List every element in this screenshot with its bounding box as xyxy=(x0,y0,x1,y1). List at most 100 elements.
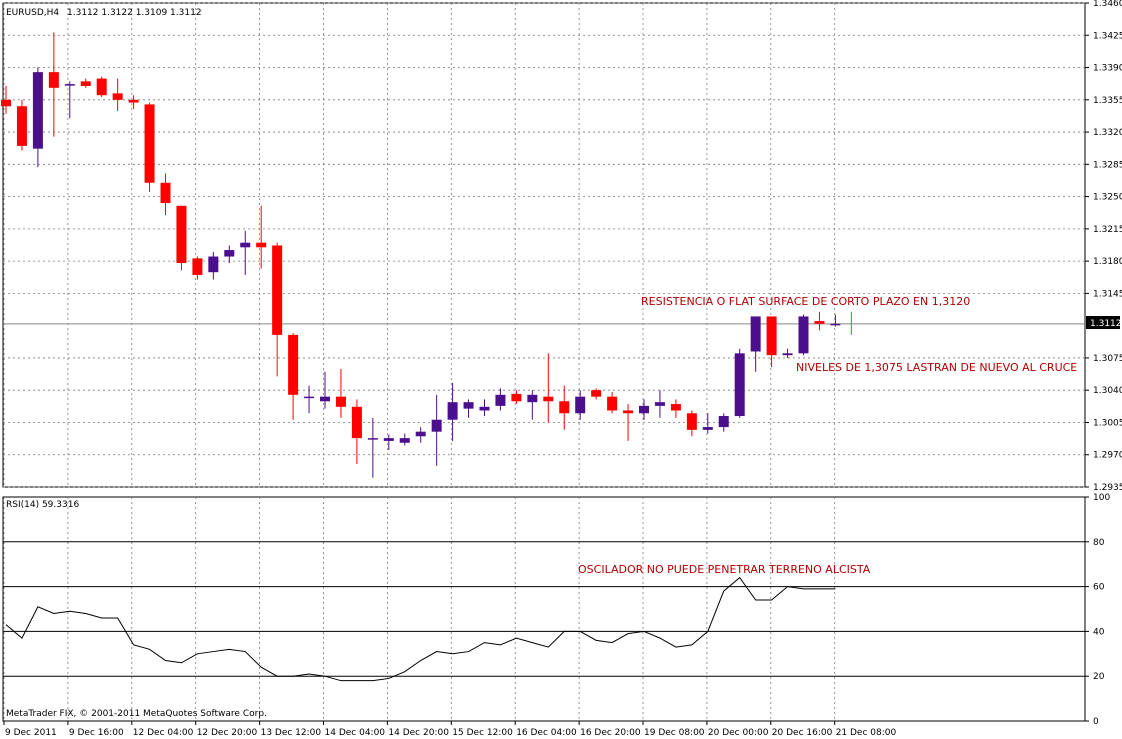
price-candles xyxy=(1,32,1085,478)
price-tick-label: 1.3425 xyxy=(1093,31,1122,41)
current-price-label: 1.3112 xyxy=(1090,319,1122,329)
rsi-header: RSI(14) 59.3316 xyxy=(6,500,79,510)
candle xyxy=(766,316,777,368)
candle xyxy=(479,399,490,417)
candle xyxy=(575,390,586,420)
price-tick-label: 1.3075 xyxy=(1093,354,1122,364)
candle-body xyxy=(463,402,474,409)
candle xyxy=(160,173,171,216)
time-tick-label: 9 Dec 2011 xyxy=(5,728,57,738)
candle-body xyxy=(351,406,362,439)
candle-body xyxy=(335,396,346,407)
candle-body xyxy=(607,396,618,411)
candle xyxy=(256,205,267,269)
candle xyxy=(814,311,825,331)
candle xyxy=(304,385,315,414)
candle-body xyxy=(527,394,538,403)
rsi-tick-label: 0 xyxy=(1093,717,1099,727)
candle-body xyxy=(208,256,219,273)
candle-body xyxy=(128,99,139,103)
candle-body xyxy=(240,242,251,248)
candle xyxy=(320,371,330,409)
candle-body xyxy=(144,104,155,183)
time-tick-label: 16 Dec 04:00 xyxy=(516,728,577,738)
rsi-tick-label: 40 xyxy=(1093,627,1105,637)
candle-body xyxy=(64,84,75,86)
candle xyxy=(112,78,123,111)
candle xyxy=(96,76,107,98)
candle-body xyxy=(48,72,59,88)
candle-body xyxy=(1,99,11,107)
rsi-panel xyxy=(3,541,1085,682)
candle-body xyxy=(575,396,586,414)
axis-labels: 1.3460 1.3425 1.3390 1.3355 1.3320 1.3285 1.32… xyxy=(3,0,1122,738)
candle xyxy=(623,404,634,441)
candle xyxy=(591,388,602,400)
candle-body xyxy=(447,402,458,420)
rsi-tick-label: 100 xyxy=(1093,493,1110,503)
candle-body xyxy=(670,404,681,411)
candle-body xyxy=(16,106,27,146)
candle xyxy=(670,399,681,418)
candle xyxy=(415,427,426,443)
candle-body xyxy=(686,413,697,430)
candle xyxy=(48,32,59,137)
candle-body xyxy=(511,393,522,402)
candle-body xyxy=(112,93,123,100)
symbol-label: EURUSD,H4 xyxy=(6,8,59,18)
candle-body xyxy=(224,250,235,257)
candle-body xyxy=(702,427,713,430)
candle-body xyxy=(495,394,506,406)
candle xyxy=(527,390,538,420)
candle xyxy=(80,78,91,88)
time-tick-label: 20 Dec 16:00 xyxy=(772,728,833,738)
candle-body xyxy=(479,406,490,411)
candle xyxy=(639,399,649,420)
candle xyxy=(559,385,570,430)
candle xyxy=(734,348,745,418)
candle-body xyxy=(80,81,91,86)
ohlc-readout: 1.3112 1.3122 1.3109 1.3112 xyxy=(67,8,202,18)
time-tick-label: 15 Dec 12:00 xyxy=(452,728,513,738)
candle-body xyxy=(623,410,634,414)
copyright-label: MetaTrader FIX, © 2001-2011 MetaQuotes S… xyxy=(6,709,267,719)
price-tick-label: 1.3355 xyxy=(1093,96,1122,106)
candle xyxy=(431,394,442,466)
rsi-panel-frame xyxy=(2,496,1086,722)
price-tick-label: 1.3215 xyxy=(1093,225,1122,235)
candle-body xyxy=(734,353,745,417)
candle-body xyxy=(288,334,299,395)
candle-body xyxy=(192,258,203,275)
candle-body xyxy=(591,390,602,397)
candle xyxy=(543,353,554,423)
candle xyxy=(718,413,729,432)
time-tick-label: 19 Dec 08:00 xyxy=(644,728,705,738)
price-tick-label: 1.3180 xyxy=(1093,257,1122,267)
candle-body xyxy=(96,78,107,96)
candle xyxy=(32,67,43,168)
candle xyxy=(750,316,761,372)
candle-body xyxy=(798,316,809,354)
candle-body xyxy=(32,72,43,149)
candle-body xyxy=(639,405,649,414)
candle-body xyxy=(383,438,394,441)
candle xyxy=(128,95,139,110)
price-tick-label: 1.3390 xyxy=(1093,64,1122,74)
candle xyxy=(1,85,11,114)
candle-body xyxy=(718,416,729,428)
candle xyxy=(463,399,474,418)
time-tick-label: 21 Dec 08:00 xyxy=(836,728,897,738)
candle-body xyxy=(320,396,330,402)
candle xyxy=(64,81,75,119)
price-tick-label: 1.3320 xyxy=(1093,128,1122,138)
annotation-levels: NIVELES DE 1,3075 LASTRAN DE NUEVO AL CR… xyxy=(796,361,1077,374)
candle xyxy=(782,348,793,358)
candle xyxy=(511,390,522,405)
candle xyxy=(351,399,362,464)
rsi-tick-label: 60 xyxy=(1093,583,1105,593)
candle xyxy=(607,392,618,414)
candle xyxy=(192,256,203,280)
candle xyxy=(224,245,235,263)
candle-body xyxy=(559,401,570,414)
time-tick-label: 20 Dec 00:00 xyxy=(708,728,769,738)
